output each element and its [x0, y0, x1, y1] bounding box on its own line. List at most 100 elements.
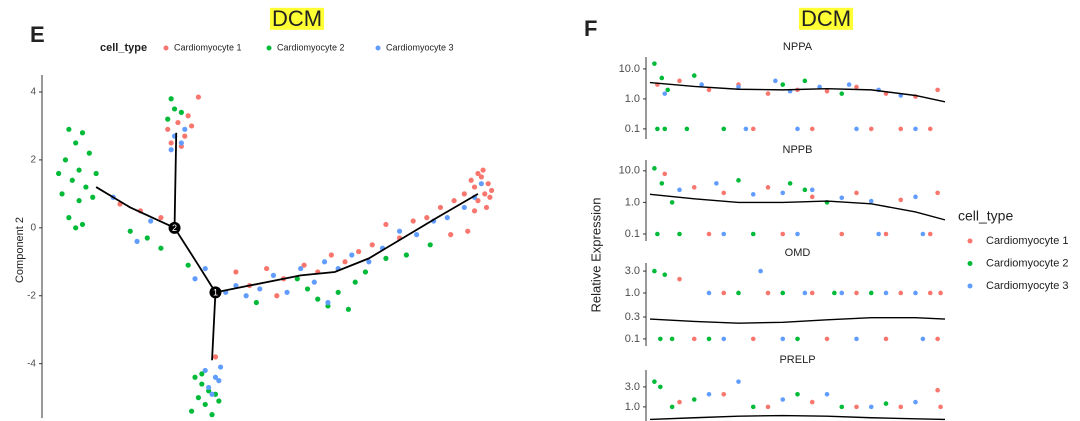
panel-label: E — [30, 22, 45, 47]
point — [59, 191, 65, 197]
point — [478, 174, 484, 180]
point — [935, 87, 940, 93]
point — [898, 126, 904, 132]
point — [795, 391, 800, 397]
point — [706, 87, 712, 93]
trend-line — [649, 193, 946, 221]
point — [410, 218, 416, 224]
point — [684, 126, 690, 132]
point — [311, 279, 317, 285]
point — [199, 381, 205, 387]
point — [209, 412, 215, 418]
y-tick-label: 10.0 — [619, 165, 640, 177]
point — [669, 336, 675, 342]
point — [294, 276, 300, 282]
point — [780, 290, 786, 296]
point — [253, 299, 259, 306]
point — [736, 84, 741, 90]
point — [171, 106, 178, 112]
point — [706, 336, 712, 342]
legend-label: Cardiomyocyte 2 — [986, 257, 1069, 269]
point — [765, 290, 771, 296]
point — [178, 140, 184, 146]
point — [691, 397, 697, 402]
point — [736, 178, 741, 183]
point — [832, 290, 837, 296]
point — [659, 181, 665, 186]
point — [315, 296, 321, 302]
trajectory — [173, 132, 178, 228]
point — [356, 248, 362, 255]
point — [913, 194, 918, 200]
point — [883, 231, 889, 237]
node-label: 2 — [172, 223, 177, 233]
point — [424, 215, 430, 221]
point — [403, 252, 409, 258]
trajectory — [211, 292, 217, 361]
legend-marker — [967, 283, 973, 289]
legend-title: cell_type — [100, 42, 147, 54]
point — [854, 126, 859, 132]
title-highlight — [798, 7, 854, 30]
point — [839, 91, 845, 96]
point — [257, 286, 263, 292]
point — [665, 87, 670, 93]
point — [721, 336, 727, 342]
point — [69, 177, 75, 183]
panel-label: F — [584, 16, 597, 41]
point — [913, 126, 918, 132]
point — [652, 61, 657, 66]
point — [483, 204, 490, 211]
point — [468, 177, 474, 183]
point — [669, 404, 675, 410]
legend-marker — [967, 238, 973, 244]
point — [212, 354, 219, 360]
point — [437, 204, 444, 211]
point — [809, 187, 815, 193]
y-tick-label: -4 — [27, 358, 36, 369]
point — [144, 235, 150, 241]
point — [178, 109, 184, 115]
point — [482, 191, 488, 197]
point — [883, 336, 889, 342]
point — [487, 194, 493, 200]
point — [451, 198, 457, 204]
point — [795, 231, 800, 237]
branch-node — [168, 221, 181, 234]
point — [765, 91, 771, 96]
point — [795, 126, 800, 132]
point — [485, 181, 491, 187]
point — [780, 82, 786, 87]
y-tick-label: 1.0 — [625, 401, 640, 413]
point — [935, 336, 940, 342]
point — [328, 252, 334, 258]
point — [185, 262, 191, 268]
point — [321, 259, 328, 265]
point — [736, 379, 741, 384]
point — [76, 167, 82, 173]
legend-marker — [375, 45, 381, 51]
point — [839, 231, 845, 237]
point — [706, 391, 712, 397]
point — [824, 336, 830, 342]
point — [750, 404, 756, 410]
point — [158, 245, 164, 251]
point — [920, 231, 926, 237]
point — [383, 221, 389, 228]
y-tick-label: 1.0 — [625, 196, 640, 208]
point — [655, 126, 660, 132]
point — [86, 150, 92, 156]
point — [369, 242, 375, 248]
point — [488, 187, 495, 194]
y-tick-label: 10.0 — [619, 63, 640, 75]
point — [83, 184, 89, 190]
branch-node — [209, 286, 222, 299]
point — [352, 279, 358, 285]
point — [883, 401, 889, 406]
point — [298, 265, 304, 272]
point — [868, 404, 874, 410]
point — [802, 290, 808, 296]
point — [192, 374, 198, 380]
point — [795, 336, 800, 342]
